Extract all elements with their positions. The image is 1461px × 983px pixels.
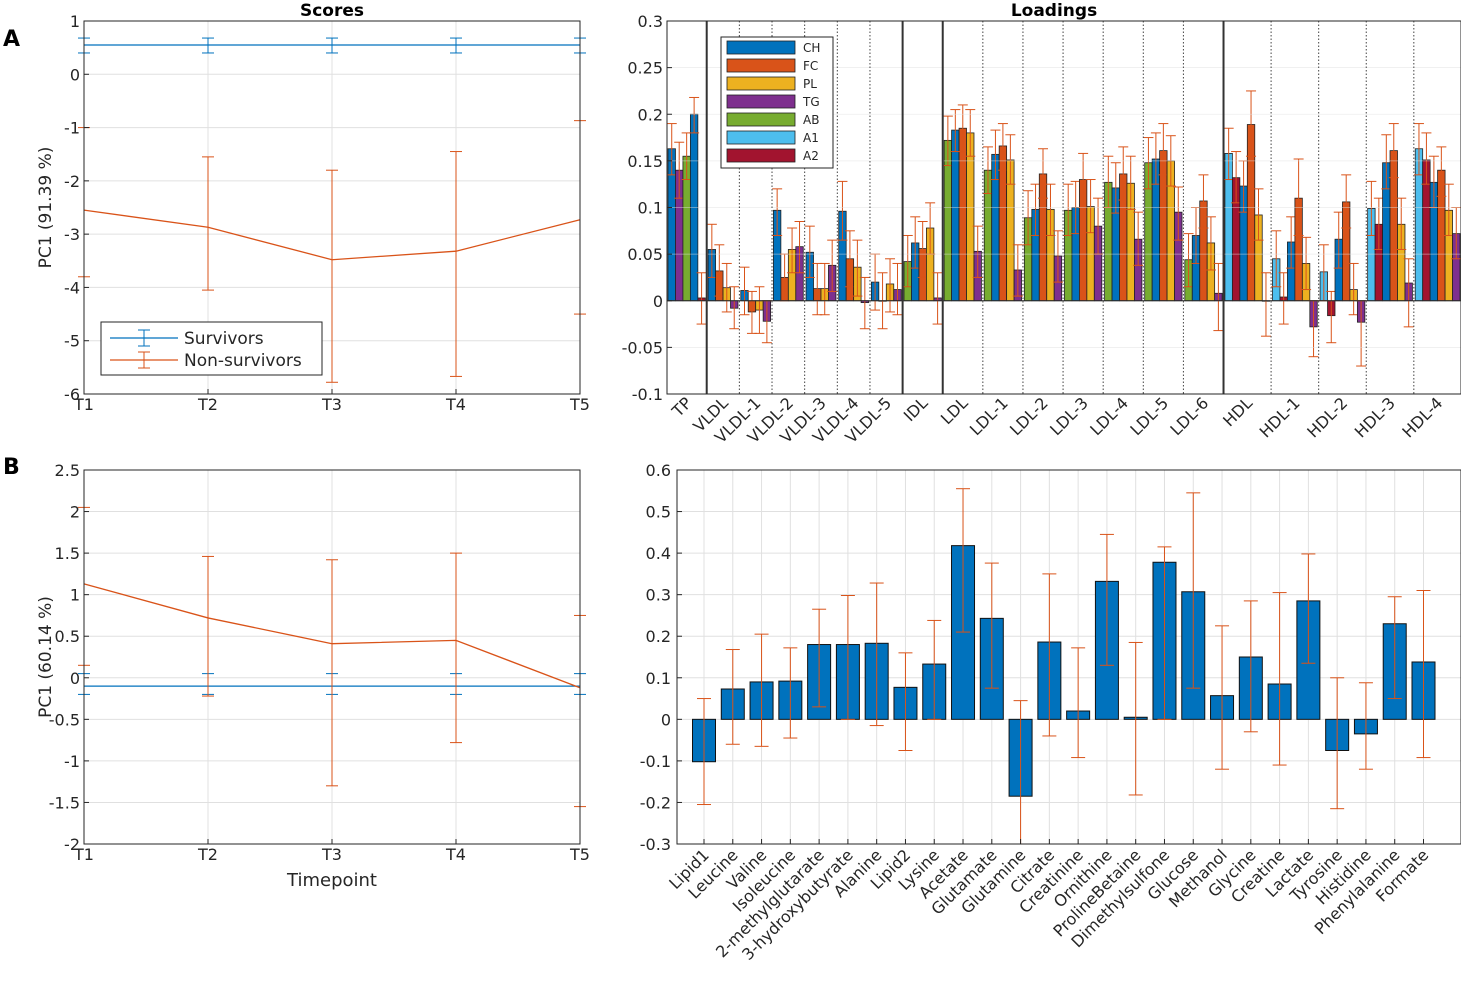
x-tick-label: LDL-6 — [1166, 393, 1212, 439]
y-tick-label: -1 — [64, 752, 80, 771]
y-tick-label: 0.3 — [646, 586, 671, 605]
panel-label-b: B — [3, 455, 20, 480]
y-tick-label: -0.1 — [640, 752, 671, 771]
y-tick-label: -1 — [64, 119, 80, 138]
y-tick-label: 1.5 — [55, 544, 80, 563]
x-tick-label: LDL-2 — [1006, 393, 1052, 439]
chart-title: Scores — [300, 1, 364, 21]
legend-swatch-FC — [726, 58, 796, 73]
y-tick-label: 0.2 — [638, 105, 663, 124]
legend-swatch-A2 — [726, 148, 796, 163]
chart-title: Loadings — [1011, 1, 1097, 21]
x-tick-label: TP — [668, 393, 696, 421]
legend-label: FC — [803, 59, 818, 73]
legend-label: PL — [803, 77, 817, 91]
x-tick-label: LDL — [937, 393, 972, 428]
x-tick-label: HDL-4 — [1398, 393, 1446, 441]
y-tick-label: -2 — [64, 835, 80, 854]
y-tick-label: -6 — [64, 385, 80, 404]
x-tick-label: T4 — [445, 845, 466, 864]
bar-FC — [958, 127, 967, 302]
legend-label: Survivors — [184, 329, 264, 349]
y-tick-label: -0.5 — [49, 710, 80, 729]
y-tick-label: 0 — [653, 292, 663, 311]
legend-swatch-A1 — [726, 130, 796, 145]
y-tick-label: -0.1 — [632, 385, 663, 404]
y-tick-label: 1 — [70, 12, 80, 31]
y-axis-label: PC1 (91.39 %) — [36, 147, 56, 269]
y-tick-label: 0.05 — [627, 245, 663, 264]
y-tick-label: -4 — [64, 278, 80, 297]
y-tick-label: -0.3 — [640, 835, 671, 854]
loadings-b-chart: 0.60.50.40.30.20.10-0.1-0.2-0.3Lipid1Leu… — [640, 461, 1461, 964]
x-tick-label: T3 — [321, 845, 342, 864]
x-tick-label: HDL-1 — [1256, 393, 1304, 441]
x-tick-label: IDL — [900, 393, 932, 425]
x-tick-label: T3 — [321, 395, 342, 414]
x-axis-label: Timepoint — [286, 870, 377, 891]
y-tick-label: 0.3 — [638, 12, 663, 31]
y-tick-label: 0.5 — [646, 503, 671, 522]
legend: CH FC PL TG AB A1 A2 — [720, 36, 834, 169]
legend-label: A2 — [803, 149, 819, 163]
x-tick-label: LDL-5 — [1126, 393, 1172, 439]
scores-b-chart: 2.5 2 1.5 1 0.5 0 -0.5 -1 -1.5 -2T1 T2 T3 T4 T5 PC1 (6… — [36, 461, 590, 891]
y-tick-label: 1 — [70, 586, 80, 605]
legend-swatch-CH — [726, 40, 796, 55]
y-tick-label: -3 — [64, 225, 80, 244]
y-tick-label: 0.2 — [646, 627, 671, 646]
x-tick-label: T2 — [197, 845, 218, 864]
y-tick-label: -0.05 — [622, 338, 663, 357]
y-tick-label: 0.25 — [627, 59, 663, 78]
legend-swatch-PL — [726, 76, 796, 91]
x-tick-label: T5 — [569, 395, 590, 414]
y-tick-label: 0.1 — [638, 199, 663, 218]
x-tick-label: T1 — [73, 395, 94, 414]
legend-label: TG — [802, 95, 820, 109]
legend-swatch-AB — [726, 112, 796, 127]
scores-a-chart: 1 0 -1 -2 -3 -4 -5 -6T1 T2 T3 T4 T5 Scores PC1 (91.39… — [36, 1, 590, 414]
y-tick-label: 0.6 — [646, 461, 671, 480]
legend-label: CH — [803, 41, 820, 55]
x-tick-label: T5 — [569, 845, 590, 864]
y-tick-label: 0.5 — [55, 627, 80, 646]
y-tick-label: 2 — [70, 503, 80, 522]
x-tick-label: HDL-3 — [1351, 393, 1399, 441]
legend-swatch-TG — [726, 94, 796, 109]
axes-box — [676, 469, 1461, 845]
bar-PL — [966, 132, 975, 302]
y-axis-label: PC1 (60.14 %) — [36, 596, 56, 718]
x-tick-label: HDL — [1219, 393, 1256, 430]
y-tick-label: -2 — [64, 172, 80, 191]
y-tick-label: 2.5 — [55, 461, 80, 480]
x-tick-label: T4 — [445, 395, 466, 414]
x-tick-label: LDL-3 — [1046, 393, 1092, 439]
x-tick-label: HDL-2 — [1303, 393, 1351, 441]
x-tick-label: T1 — [73, 845, 94, 864]
y-tick-label: -0.2 — [640, 793, 671, 812]
x-tick-label: T2 — [197, 395, 218, 414]
y-tick-label: 0.15 — [627, 152, 663, 171]
y-tick-label: -5 — [64, 332, 80, 351]
y-tick-label: 0 — [70, 669, 80, 688]
bar-CH — [951, 129, 960, 302]
x-tick-label: LDL-4 — [1086, 393, 1132, 439]
y-tick-label: 0.4 — [646, 544, 671, 563]
y-tick-label: 0.1 — [646, 669, 671, 688]
x-tick-label: LDL-1 — [966, 393, 1012, 439]
legend-label: A1 — [803, 131, 819, 145]
plot-area — [677, 470, 1461, 844]
y-tick-label: 0 — [661, 710, 671, 729]
loadings-a-chart: 0.30.250.20.150.10.050-0.05-0.1 TPVLDLVLD… — [622, 1, 1461, 447]
y-tick-label: -1.5 — [49, 793, 80, 812]
legend-box — [100, 321, 323, 376]
legend-label: AB — [803, 113, 819, 127]
legend-label: Non-survivors — [184, 351, 302, 371]
panel-label-a: A — [3, 27, 20, 52]
y-tick-label: 0 — [70, 65, 80, 84]
